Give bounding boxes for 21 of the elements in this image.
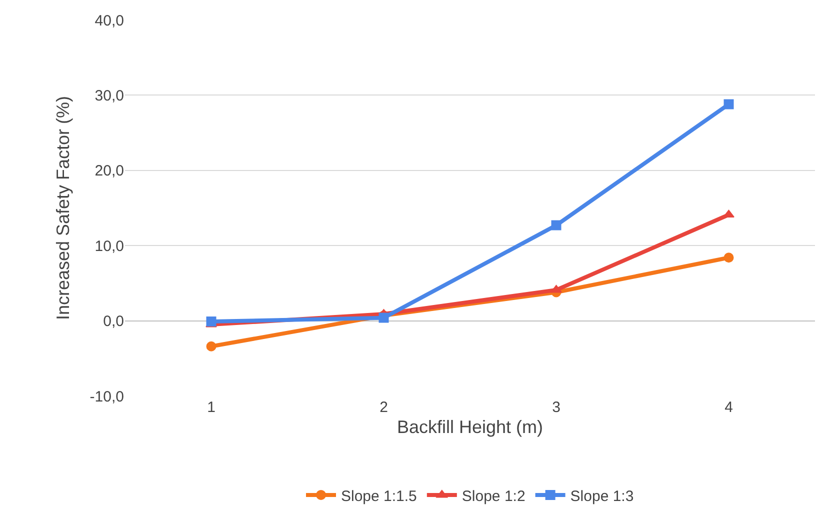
y-axis-title: Increased Safety Factor (%) <box>52 96 73 320</box>
y-tick-label: 20,0 <box>94 162 124 180</box>
point <box>206 341 216 352</box>
y-tick-label: 10,0 <box>94 238 124 255</box>
x-tick-label: 3 <box>552 399 560 416</box>
point <box>551 220 562 230</box>
point <box>206 316 216 327</box>
y-tick-label: -10,0 <box>90 388 124 406</box>
point <box>550 284 562 293</box>
point <box>724 252 734 263</box>
legend-label: Slope 1:3 <box>570 488 634 505</box>
y-tick-label: 40,0 <box>94 12 124 30</box>
point <box>724 99 734 110</box>
x-tick-label: 2 <box>380 399 388 416</box>
legend-label: Slope 1:1.5 <box>341 488 417 505</box>
y-tick-label: 0,0 <box>103 313 124 330</box>
legend-label: Slope 1:2 <box>462 488 526 505</box>
x-tick-label: 4 <box>724 399 733 416</box>
x-tick-label: 1 <box>207 399 216 416</box>
y-tick-label: 30,0 <box>94 87 124 104</box>
x-axis-title: Backfill Height (m) <box>396 417 544 438</box>
